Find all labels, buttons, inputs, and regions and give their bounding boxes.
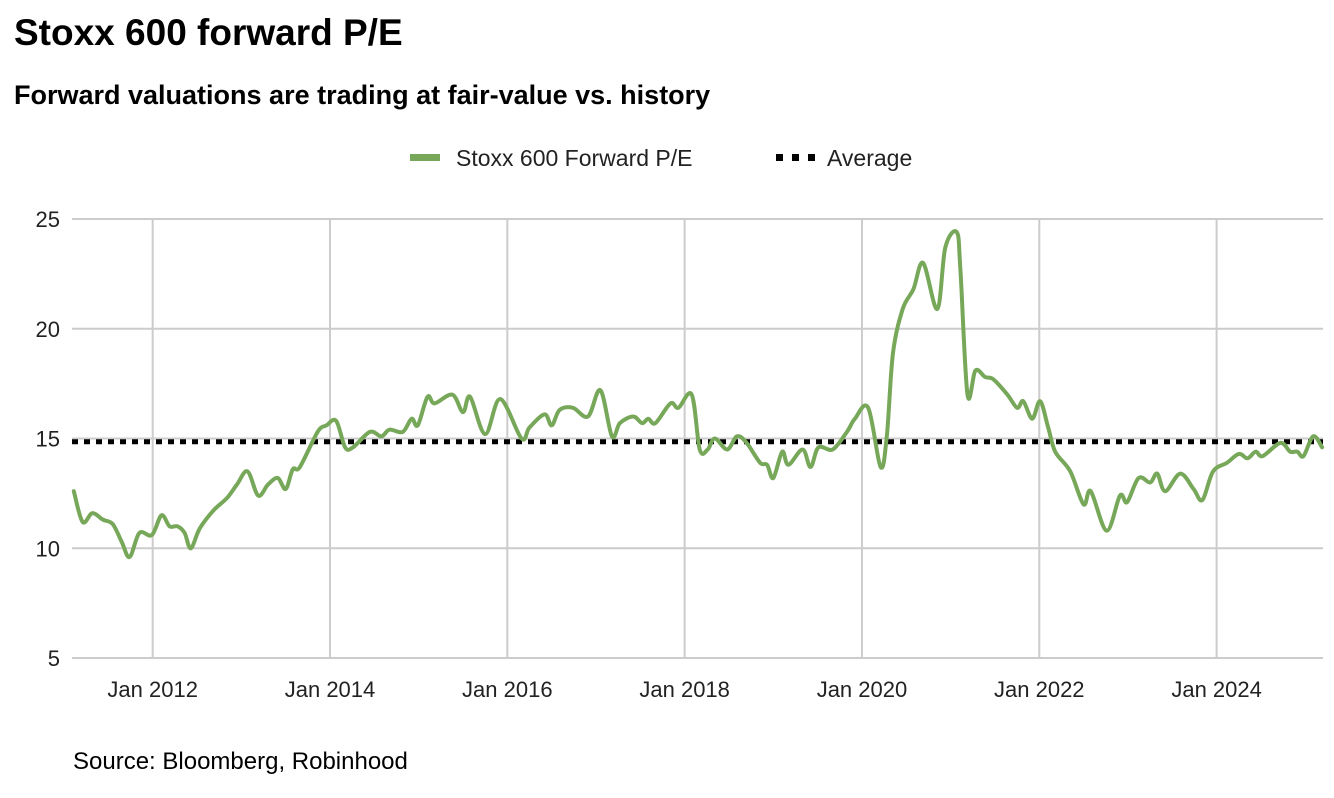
x-tick-label: Jan 2018 [639, 677, 730, 702]
chart-subtitle: Forward valuations are trading at fair-v… [14, 80, 711, 110]
y-axis-ticks: 5 10 15 20 25 [36, 207, 60, 671]
x-tick-label: Jan 2016 [462, 677, 553, 702]
y-tick-label: 10 [36, 536, 60, 561]
legend-label-average: Average [827, 145, 912, 171]
x-tick-label: Jan 2012 [107, 677, 198, 702]
legend-label-pe: Stoxx 600 Forward P/E [456, 145, 693, 171]
x-tick-label: Jan 2020 [817, 677, 908, 702]
legend-swatch-average [776, 154, 815, 161]
legend: Stoxx 600 Forward P/E Average [410, 145, 912, 171]
y-tick-label: 20 [36, 317, 60, 342]
x-tick-label: Jan 2022 [994, 677, 1085, 702]
y-tick-label: 5 [48, 646, 60, 671]
y-tick-label: 25 [36, 207, 60, 232]
x-tick-label: Jan 2024 [1171, 677, 1262, 702]
y-tick-label: 15 [36, 427, 60, 452]
chart-title: Stoxx 600 forward P/E [14, 12, 403, 53]
x-tick-label: Jan 2014 [285, 677, 376, 702]
series-layer [71, 229, 1325, 560]
x-axis-ticks: Jan 2012 Jan 2014 Jan 2016 Jan 2018 Jan 2020… [107, 677, 1261, 702]
source-note: Source: Bloomberg, Robinhood [73, 748, 408, 775]
legend-swatch-pe [410, 154, 440, 161]
pe-series-line [71, 229, 1325, 560]
